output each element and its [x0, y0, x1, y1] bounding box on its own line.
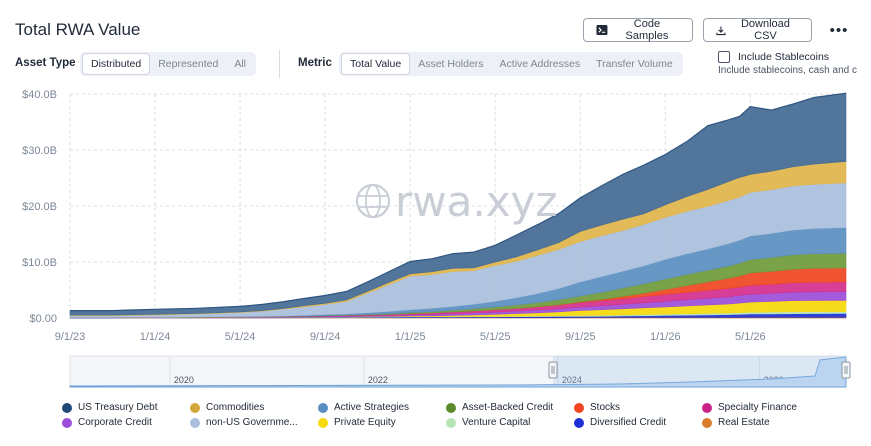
- legend-item[interactable]: Private Equity: [318, 417, 396, 428]
- legend-label: Asset-Backed Credit: [462, 402, 554, 413]
- drag-handle-icon[interactable]: [548, 361, 558, 379]
- legend-item[interactable]: Diversified Credit: [574, 417, 666, 428]
- y-tick-label: $0.00: [29, 313, 57, 325]
- metric-segmented-control: Total Value Asset Holders Active Address…: [339, 52, 683, 76]
- navigator-tick-label: 2022: [368, 375, 388, 385]
- code-samples-button[interactable]: Code Samples: [583, 18, 693, 42]
- legend-item[interactable]: Real Estate: [702, 417, 770, 428]
- metric-option-total-value[interactable]: Total Value: [341, 53, 411, 75]
- legend-label: Real Estate: [718, 417, 770, 428]
- legend-item[interactable]: Venture Capital: [446, 417, 530, 428]
- legend-dot: [574, 417, 584, 428]
- legend-dot: [446, 402, 456, 413]
- legend-label: Active Strategies: [334, 402, 410, 413]
- legend-item[interactable]: Asset-Backed Credit: [446, 402, 553, 413]
- asset-type-label: Asset Type: [15, 57, 76, 69]
- y-tick-label: $20.0B: [22, 201, 57, 213]
- legend-dot: [190, 402, 200, 413]
- x-tick-label: 5/1/24: [225, 331, 256, 343]
- navigator-series: [69, 356, 847, 388]
- legend-dot: [62, 402, 72, 413]
- legend-dot: [318, 417, 328, 428]
- more-horizontal-icon[interactable]: •••: [829, 21, 849, 39]
- metric-option-asset-holders[interactable]: Asset Holders: [418, 58, 484, 70]
- legend-label: Venture Capital: [462, 417, 531, 428]
- legend-dot: [702, 402, 712, 413]
- y-tick-label: $30.0B: [22, 145, 57, 157]
- legend-label: non-US Governme...: [206, 417, 298, 428]
- legend-dot: [318, 402, 328, 413]
- download-icon: [716, 25, 726, 35]
- legend-dot: [446, 417, 456, 428]
- asset-type-option-all[interactable]: All: [234, 58, 246, 70]
- metric-option-active-addresses[interactable]: Active Addresses: [499, 58, 581, 70]
- legend-item[interactable]: Commodities: [190, 402, 264, 413]
- include-stablecoins-description: Include stablecoins, cash and c: [718, 65, 857, 76]
- legend-dot: [62, 417, 72, 428]
- asset-type-option-represented[interactable]: Represented: [158, 58, 219, 70]
- asset-type-segmented-control: Distributed Represented All: [80, 52, 256, 76]
- legend-label: Specialty Finance: [718, 402, 797, 413]
- x-tick-label: 1/1/26: [650, 331, 681, 343]
- legend-label: US Treasury Debt: [78, 402, 158, 413]
- drag-handle-icon[interactable]: [841, 361, 851, 379]
- navigator-tick-label: 2020: [174, 375, 194, 385]
- x-tick-label: 9/1/24: [310, 331, 341, 343]
- legend-item[interactable]: non-US Governme...: [190, 417, 298, 428]
- navigator-selection[interactable]: [553, 356, 846, 387]
- legend-label: Private Equity: [334, 417, 396, 428]
- filter-divider: [279, 50, 280, 78]
- watermark-text: rwa.xyz: [395, 177, 557, 226]
- total-line: [70, 92, 847, 312]
- legend-item[interactable]: Corporate Credit: [62, 417, 152, 428]
- legend-item[interactable]: Specialty Finance: [702, 402, 797, 413]
- rwa-area-chart: rwa.xyz $0.00 $10.0B $20.0B $30.0B $40.0B 9/…: [22, 89, 851, 388]
- legend-item[interactable]: Stocks: [574, 402, 620, 413]
- legend-item[interactable]: Active Strategies: [318, 402, 409, 413]
- range-navigator[interactable]: 2020202220242026: [69, 355, 851, 388]
- asset-type-option-distributed[interactable]: Distributed: [82, 53, 151, 75]
- metric-label: Metric: [298, 57, 332, 69]
- navigator-tick-label: 2024: [562, 375, 582, 385]
- globe-icon: [355, 183, 391, 219]
- x-tick-label: 1/1/25: [395, 331, 426, 343]
- y-tick-label: $40.0B: [22, 89, 57, 101]
- download-csv-button[interactable]: Download CSV: [703, 18, 812, 42]
- legend-dot: [574, 402, 584, 413]
- legend-label: Commodities: [206, 402, 265, 413]
- include-stablecoins-label[interactable]: Include Stablecoins: [738, 51, 830, 63]
- chart-areas: [69, 92, 847, 319]
- code-samples-label: Code Samples: [625, 18, 669, 42]
- legend-item[interactable]: US Treasury Debt: [62, 402, 157, 413]
- terminal-icon: [596, 24, 608, 36]
- y-axis: $0.00 $10.0B $20.0B $30.0B $40.0B: [22, 89, 57, 325]
- download-csv-label: Download CSV: [740, 18, 790, 42]
- chart-title: Total RWA Value: [15, 20, 141, 39]
- legend-dot: [702, 417, 712, 428]
- legend-label: Corporate Credit: [78, 417, 152, 428]
- metric-option-transfer-volume[interactable]: Transfer Volume: [596, 58, 673, 70]
- x-tick-label: 5/1/26: [735, 331, 766, 343]
- x-axis: 9/1/23 1/1/24 5/1/24 9/1/24 1/1/25 5/1/25 9/1/…: [55, 331, 766, 343]
- x-tick-label: 5/1/25: [480, 331, 511, 343]
- x-tick-label: 1/1/24: [140, 331, 171, 343]
- legend-label: Diversified Credit: [590, 417, 667, 428]
- include-stablecoins-checkbox[interactable]: [718, 51, 730, 63]
- watermark: rwa.xyz: [355, 177, 557, 226]
- legend-label: Stocks: [590, 402, 621, 413]
- y-tick-label: $10.0B: [22, 257, 57, 269]
- x-tick-label: 9/1/23: [55, 331, 86, 343]
- x-tick-label: 9/1/25: [565, 331, 596, 343]
- legend-dot: [190, 417, 200, 428]
